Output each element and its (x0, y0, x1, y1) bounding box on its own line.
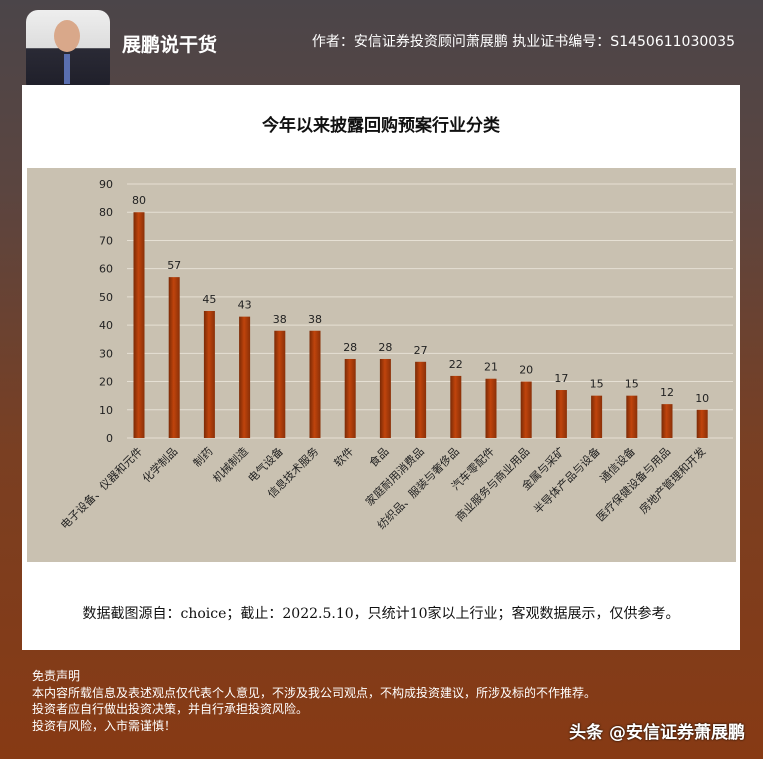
bar (239, 316, 251, 438)
bar-chart: 010203040506070809080电子设备、仪器和元件57化学制品45制… (27, 168, 736, 562)
data-label: 45 (202, 293, 216, 306)
data-label: 20 (519, 364, 533, 377)
y-tick-label: 10 (99, 404, 113, 417)
y-tick-label: 60 (99, 263, 113, 276)
bar (520, 381, 532, 438)
bar (591, 395, 603, 438)
data-label: 28 (378, 341, 392, 354)
y-tick-label: 50 (99, 291, 113, 304)
disclaimer-title: 免责声明 (32, 669, 81, 683)
chart-title: 今年以来披露回购预案行业分类 (262, 116, 500, 136)
y-tick-label: 20 (99, 376, 113, 389)
bar (203, 311, 215, 438)
data-label: 12 (660, 386, 674, 399)
data-label: 15 (625, 378, 639, 391)
brand-name: 展鹏说干货 (122, 34, 218, 56)
data-label: 38 (308, 313, 322, 326)
data-label: 27 (414, 344, 428, 357)
disclaimer-line: 投资有风险，入市需谨慎！ (32, 718, 177, 733)
y-tick-label: 70 (99, 234, 113, 247)
author-info: 作者：安信证券投资顾问萧展鹏 执业证书编号：S1450611030035 (311, 34, 735, 50)
data-label: 17 (554, 372, 568, 385)
bar (344, 358, 356, 438)
data-label: 21 (484, 361, 498, 374)
bar (133, 212, 145, 438)
bar (450, 375, 462, 438)
bar (379, 358, 391, 438)
bar (485, 378, 497, 438)
data-label: 10 (695, 392, 709, 405)
data-label: 38 (273, 313, 287, 326)
disclaimer-line: 本内容所载信息及表述观点仅代表个人意见，不涉及我公司观点，不构成投资建议，所涉及… (32, 685, 597, 700)
data-label: 57 (167, 259, 181, 272)
data-label: 28 (343, 341, 357, 354)
data-label: 43 (238, 299, 252, 312)
bar (626, 395, 638, 438)
bar (309, 330, 321, 438)
y-tick-label: 30 (99, 347, 113, 360)
data-label: 15 (590, 378, 604, 391)
bar (415, 361, 427, 438)
bar (661, 404, 673, 438)
y-tick-label: 80 (99, 206, 113, 219)
content-panel: 今年以来披露回购预案行业分类 0 10 20 30 40 50 60 70 80 90 80 电子设备… (22, 85, 740, 650)
data-label: 80 (132, 194, 146, 207)
source-note: 数据截图源自：choice；截止：2022.5.10，只统计10家以上行业；客观… (82, 606, 680, 622)
bar (274, 330, 286, 438)
y-tick-label: 90 (99, 178, 113, 191)
disclaimer: 免责声明 本内容所载信息及表述观点仅代表个人意见，不涉及我公司观点，不构成投资建… (32, 668, 596, 734)
avatar (26, 10, 110, 94)
y-tick-label: 40 (99, 319, 113, 332)
bar (696, 409, 708, 438)
watermark: 头条 @安信证券萧展鹏 (569, 723, 745, 743)
disclaimer-line: 投资者应自行做出投资决策，并自行承担投资风险。 (32, 702, 309, 716)
y-tick-label: 0 (106, 432, 113, 445)
bar (168, 277, 180, 438)
bar (555, 390, 567, 438)
data-label: 22 (449, 358, 463, 371)
